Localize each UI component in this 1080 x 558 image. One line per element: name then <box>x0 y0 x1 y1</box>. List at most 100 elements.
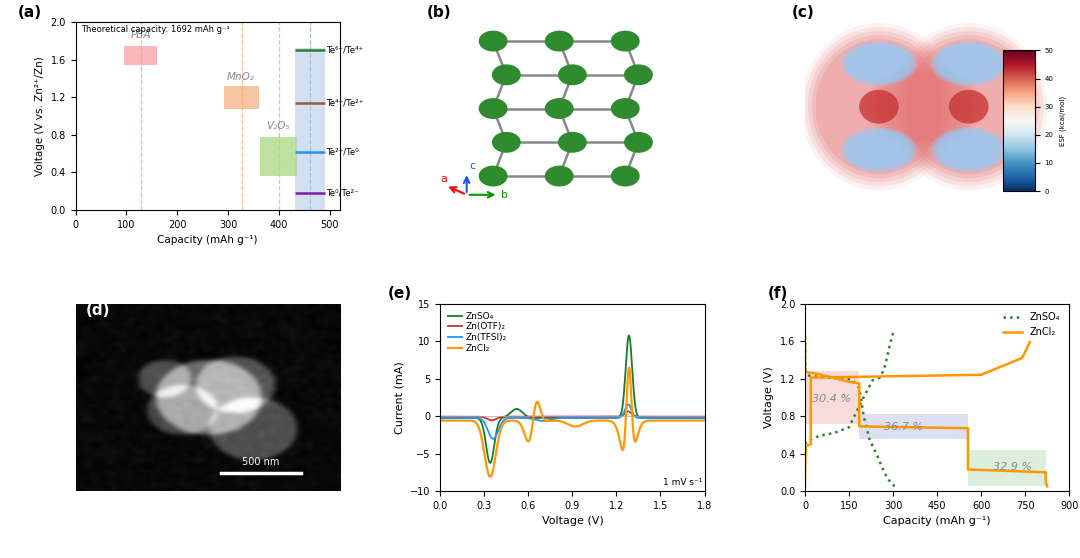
Ellipse shape <box>841 41 917 86</box>
Circle shape <box>558 133 586 152</box>
ZnSO₄ <box>690 415 703 421</box>
Zn(OTF)₂ <box>447 413 460 420</box>
Zn(TFSI)₂ <box>698 415 711 421</box>
Line: ZnSO₄: ZnSO₄ <box>441 335 704 463</box>
Legend: ZnSO₄, ZnCl₂: ZnSO₄, ZnCl₂ <box>999 309 1064 341</box>
Zn(OTF)₂ <box>643 413 656 420</box>
ZnCl₂ <box>563 421 576 428</box>
Ellipse shape <box>897 31 1040 182</box>
Ellipse shape <box>874 71 974 142</box>
Zn(TFSI)₂ <box>622 401 635 408</box>
Ellipse shape <box>847 131 910 169</box>
Text: 36.7 %: 36.7 % <box>885 422 923 432</box>
Legend: ZnSO₄, Zn(OTF)₂, Zn(TFSI)₂, ZnCl₂: ZnSO₄, Zn(OTF)₂, Zn(TFSI)₂, ZnCl₂ <box>445 308 511 357</box>
ZnCl₂ <box>698 417 711 424</box>
Circle shape <box>624 133 652 152</box>
Y-axis label: Voltage (V vs. Zn²⁺/Zn): Voltage (V vs. Zn²⁺/Zn) <box>35 56 45 176</box>
Text: (e): (e) <box>388 286 411 301</box>
Ellipse shape <box>847 45 910 83</box>
ZnSO₄ <box>643 415 656 421</box>
Zn(OTF)₂ <box>563 413 576 420</box>
Text: (b): (b) <box>427 4 451 20</box>
Text: Te²⁺/Te⁰: Te²⁺/Te⁰ <box>326 147 360 156</box>
Line: ZnCl₂: ZnCl₂ <box>441 368 704 477</box>
Text: 30.4 %: 30.4 % <box>812 394 851 404</box>
Zn(OTF)₂ <box>690 413 703 420</box>
Circle shape <box>480 166 507 186</box>
ZnCl₂ <box>484 473 497 480</box>
Text: a: a <box>441 174 447 184</box>
ZnCl₂ <box>643 417 656 424</box>
Text: (f): (f) <box>768 286 788 301</box>
Zn(TFSI)₂ <box>563 415 576 421</box>
Ellipse shape <box>865 65 983 148</box>
Ellipse shape <box>815 39 943 174</box>
Zn(TFSI)₂ <box>690 415 703 421</box>
Circle shape <box>545 31 572 51</box>
Zn(TFSI)₂ <box>643 415 656 421</box>
Text: V₂O₅: V₂O₅ <box>267 121 291 131</box>
Circle shape <box>545 166 572 186</box>
Circle shape <box>545 99 572 118</box>
Line: Zn(TFSI)₂: Zn(TFSI)₂ <box>441 405 704 439</box>
Circle shape <box>624 65 652 85</box>
Ellipse shape <box>894 27 1043 186</box>
X-axis label: Capacity (mAh g⁻¹): Capacity (mAh g⁻¹) <box>158 235 258 245</box>
Zn(OTF)₂ <box>485 417 498 424</box>
Text: (d): (d) <box>86 303 110 318</box>
ZnSO₄ <box>563 415 576 421</box>
Bar <box>260 137 297 176</box>
Line: Zn(OTF)₂: Zn(OTF)₂ <box>441 411 704 420</box>
Ellipse shape <box>937 45 1000 83</box>
ZnSO₄ <box>622 332 635 339</box>
Ellipse shape <box>870 69 977 145</box>
Ellipse shape <box>808 31 950 182</box>
Zn(OTF)₂ <box>555 413 568 420</box>
Y-axis label: Current (mA): Current (mA) <box>394 361 405 434</box>
ZnSO₄ <box>698 415 711 421</box>
ZnSO₄ <box>484 460 497 466</box>
Zn(TFSI)₂ <box>434 415 447 421</box>
Circle shape <box>558 65 586 85</box>
Zn(TFSI)₂ <box>447 415 460 421</box>
Circle shape <box>611 99 639 118</box>
Zn(OTF)₂ <box>690 413 703 420</box>
Ellipse shape <box>812 35 946 178</box>
ZnCl₂ <box>622 364 635 371</box>
Ellipse shape <box>800 23 958 190</box>
Ellipse shape <box>905 39 1032 174</box>
Ellipse shape <box>845 129 914 170</box>
Ellipse shape <box>845 43 914 84</box>
Circle shape <box>480 99 507 118</box>
Bar <box>124 46 157 65</box>
Zn(OTF)₂ <box>622 408 635 415</box>
Zn(TFSI)₂ <box>690 415 703 421</box>
Zn(OTF)₂ <box>434 413 447 420</box>
Text: 1 mV s⁻¹: 1 mV s⁻¹ <box>662 478 702 487</box>
Ellipse shape <box>841 127 917 172</box>
Bar <box>968 450 1045 487</box>
Ellipse shape <box>934 43 1003 84</box>
Circle shape <box>492 133 521 152</box>
Text: Theoretical capacity: 1692 mAh g⁻¹: Theoretical capacity: 1692 mAh g⁻¹ <box>81 25 230 33</box>
Ellipse shape <box>931 41 1007 86</box>
Text: (a): (a) <box>17 4 42 20</box>
ZnCl₂ <box>555 418 568 425</box>
Text: MnO₂: MnO₂ <box>227 71 255 81</box>
Circle shape <box>611 166 639 186</box>
ZnCl₂ <box>690 417 703 424</box>
Zn(OTF)₂ <box>698 413 711 420</box>
Text: Te⁶⁺/Te⁴⁺: Te⁶⁺/Te⁴⁺ <box>326 46 364 55</box>
Text: Te⁴⁺/Te²⁺: Te⁴⁺/Te²⁺ <box>326 98 364 108</box>
Circle shape <box>480 31 507 51</box>
ZnCl₂ <box>690 417 703 424</box>
Ellipse shape <box>876 73 971 141</box>
Bar <box>295 47 325 210</box>
ZnSO₄ <box>434 415 447 421</box>
Zn(TFSI)₂ <box>555 415 568 421</box>
Text: b: b <box>501 190 508 200</box>
Ellipse shape <box>931 127 1007 172</box>
ZnSO₄ <box>690 415 703 421</box>
Circle shape <box>611 31 639 51</box>
ZnSO₄ <box>555 415 568 421</box>
